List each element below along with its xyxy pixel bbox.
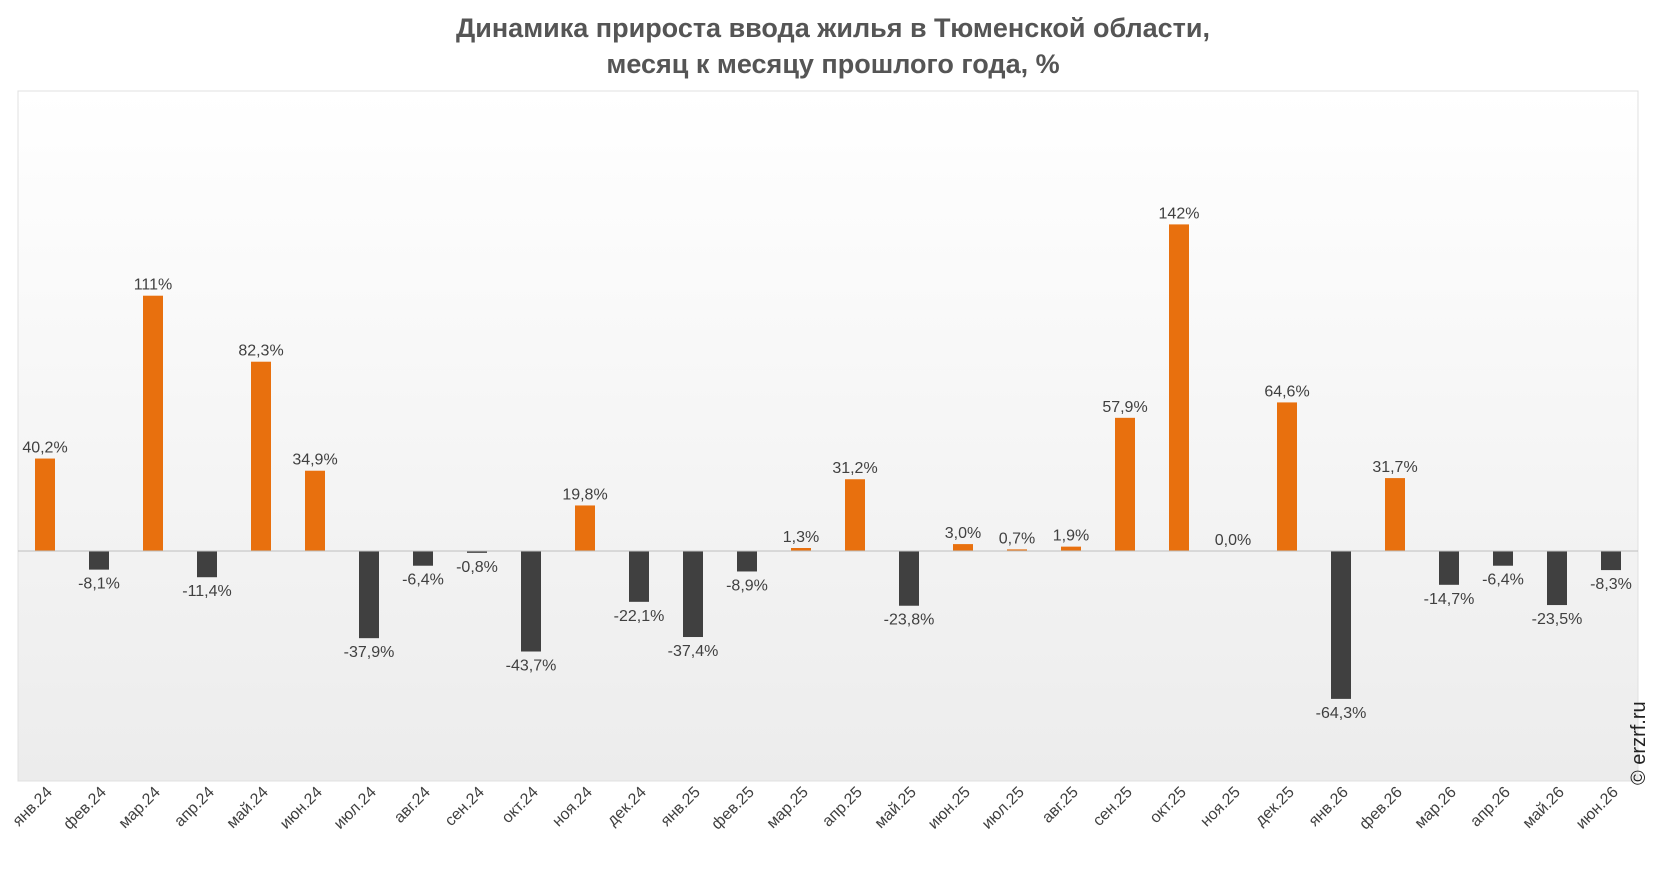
bar-июн.24 bbox=[305, 470, 325, 551]
data-label: -11,4% bbox=[182, 583, 232, 600]
x-tick-label: май.24 bbox=[224, 784, 272, 832]
x-tick-label: окт.24 bbox=[499, 784, 542, 827]
x-tick-label: июл.25 bbox=[979, 784, 1028, 833]
bar-май.26 bbox=[1547, 551, 1567, 606]
bar-мар.26 bbox=[1439, 551, 1459, 585]
data-label: -6,4% bbox=[402, 572, 444, 589]
bar-мар.25 bbox=[791, 548, 811, 551]
bar-апр.25 bbox=[845, 479, 865, 551]
data-label: -14,7% bbox=[1424, 591, 1475, 608]
bar-май.25 bbox=[899, 551, 919, 606]
bar-май.24 bbox=[251, 361, 271, 551]
data-label: -0,8% bbox=[456, 559, 498, 576]
bar-окт.24 bbox=[521, 551, 541, 652]
bar-авг.25 bbox=[1061, 546, 1081, 551]
x-tick-label: сен.25 bbox=[1090, 784, 1136, 830]
bar-янв.26 bbox=[1331, 551, 1351, 699]
x-tick-label: июн.26 bbox=[1573, 784, 1622, 833]
x-tick-label: апр.25 bbox=[819, 784, 866, 831]
data-label: 31,2% bbox=[832, 460, 877, 477]
plot-area bbox=[17, 90, 1639, 782]
x-tick-label: апр.26 bbox=[1467, 784, 1514, 831]
x-tick-label: май.25 bbox=[872, 784, 920, 832]
x-tick-label: мар.25 bbox=[764, 784, 812, 832]
bar-июн.25 bbox=[953, 544, 973, 551]
bar-июл.24 bbox=[359, 551, 379, 639]
x-tick-label: май.26 bbox=[1520, 784, 1568, 832]
x-tick-label: авг.25 bbox=[1039, 784, 1082, 827]
x-tick-label: фев.24 bbox=[60, 784, 109, 833]
data-label: -22,1% bbox=[614, 608, 665, 625]
data-label: 31,7% bbox=[1372, 459, 1417, 476]
data-label: -43,7% bbox=[506, 658, 557, 675]
x-tick-label: сен.24 bbox=[442, 784, 488, 830]
data-label: 34,9% bbox=[292, 452, 337, 469]
x-tick-label: янв.24 bbox=[10, 784, 56, 830]
chart-title: Динамика прироста ввода жилья в Тюменско… bbox=[0, 10, 1666, 82]
data-label: 3,0% bbox=[945, 525, 981, 542]
bar-фев.25 bbox=[737, 551, 757, 572]
x-tick-label: июн.24 bbox=[277, 784, 326, 833]
data-label: -8,9% bbox=[726, 577, 768, 594]
chart-title-line-2: месяц к месяцу прошлого года, % bbox=[606, 49, 1060, 79]
bar-окт.25 bbox=[1169, 224, 1189, 551]
data-label: -23,8% bbox=[884, 612, 935, 629]
bar-сен.25 bbox=[1115, 417, 1135, 551]
data-label: 0,0% bbox=[1215, 532, 1251, 549]
x-tick-label: фев.26 bbox=[1356, 784, 1405, 833]
data-label: -8,1% bbox=[78, 576, 120, 593]
data-label: -64,3% bbox=[1316, 705, 1367, 722]
data-label: 111% bbox=[134, 277, 173, 294]
x-tick-label: ноя.25 bbox=[1197, 784, 1243, 830]
x-tick-label: фев.25 bbox=[708, 784, 757, 833]
bar-янв.24 bbox=[35, 458, 55, 551]
x-tick-label: июл.24 bbox=[331, 784, 380, 833]
x-tick-label: дек.25 bbox=[1252, 784, 1298, 830]
x-tick-label: янв.25 bbox=[658, 784, 704, 830]
bar-мар.24 bbox=[143, 295, 163, 551]
watermark: © erzrf.ru bbox=[1628, 701, 1650, 785]
x-tick-label: июн.25 bbox=[925, 784, 974, 833]
bar-фев.26 bbox=[1385, 478, 1405, 551]
x-tick-label: апр.24 bbox=[171, 784, 218, 831]
bar-июн.26 bbox=[1601, 551, 1621, 571]
x-tick-label: мар.24 bbox=[116, 784, 164, 832]
bar-дек.24 bbox=[629, 551, 649, 602]
bar-фев.24 bbox=[89, 551, 109, 570]
data-label: 19,8% bbox=[562, 486, 607, 503]
bar-дек.25 bbox=[1277, 402, 1297, 551]
data-label: -23,5% bbox=[1532, 611, 1583, 628]
bar-ноя.24 bbox=[575, 505, 595, 551]
x-tick-label: янв.26 bbox=[1306, 784, 1352, 830]
data-label: -37,9% bbox=[344, 644, 395, 661]
x-tick-label: мар.26 bbox=[1412, 784, 1460, 832]
data-label: 82,3% bbox=[238, 343, 283, 360]
data-label: 0,7% bbox=[999, 530, 1035, 547]
data-label: -37,4% bbox=[668, 643, 719, 660]
data-label: 142% bbox=[1159, 205, 1200, 222]
data-label: -6,4% bbox=[1482, 572, 1524, 589]
data-label: -8,3% bbox=[1590, 576, 1632, 593]
x-tick-label: окт.25 bbox=[1147, 784, 1190, 827]
bar-авг.24 bbox=[413, 551, 433, 566]
data-label: 64,6% bbox=[1264, 383, 1309, 400]
data-label: 1,9% bbox=[1053, 528, 1089, 545]
bar-янв.25 bbox=[683, 551, 703, 638]
bar-апр.26 bbox=[1493, 551, 1513, 566]
bar-апр.24 bbox=[197, 551, 217, 578]
x-tick-label: ноя.24 bbox=[549, 784, 595, 830]
chart-title-line-1: Динамика прироста ввода жилья в Тюменско… bbox=[456, 13, 1210, 43]
data-label: 57,9% bbox=[1102, 399, 1147, 416]
bar-июл.25 bbox=[1007, 549, 1027, 551]
data-label: 1,3% bbox=[783, 529, 819, 546]
bar-сен.24 bbox=[467, 551, 487, 553]
x-tick-label: авг.24 bbox=[391, 784, 434, 827]
x-tick-label: дек.24 bbox=[604, 784, 650, 830]
data-label: 40,2% bbox=[22, 440, 67, 457]
